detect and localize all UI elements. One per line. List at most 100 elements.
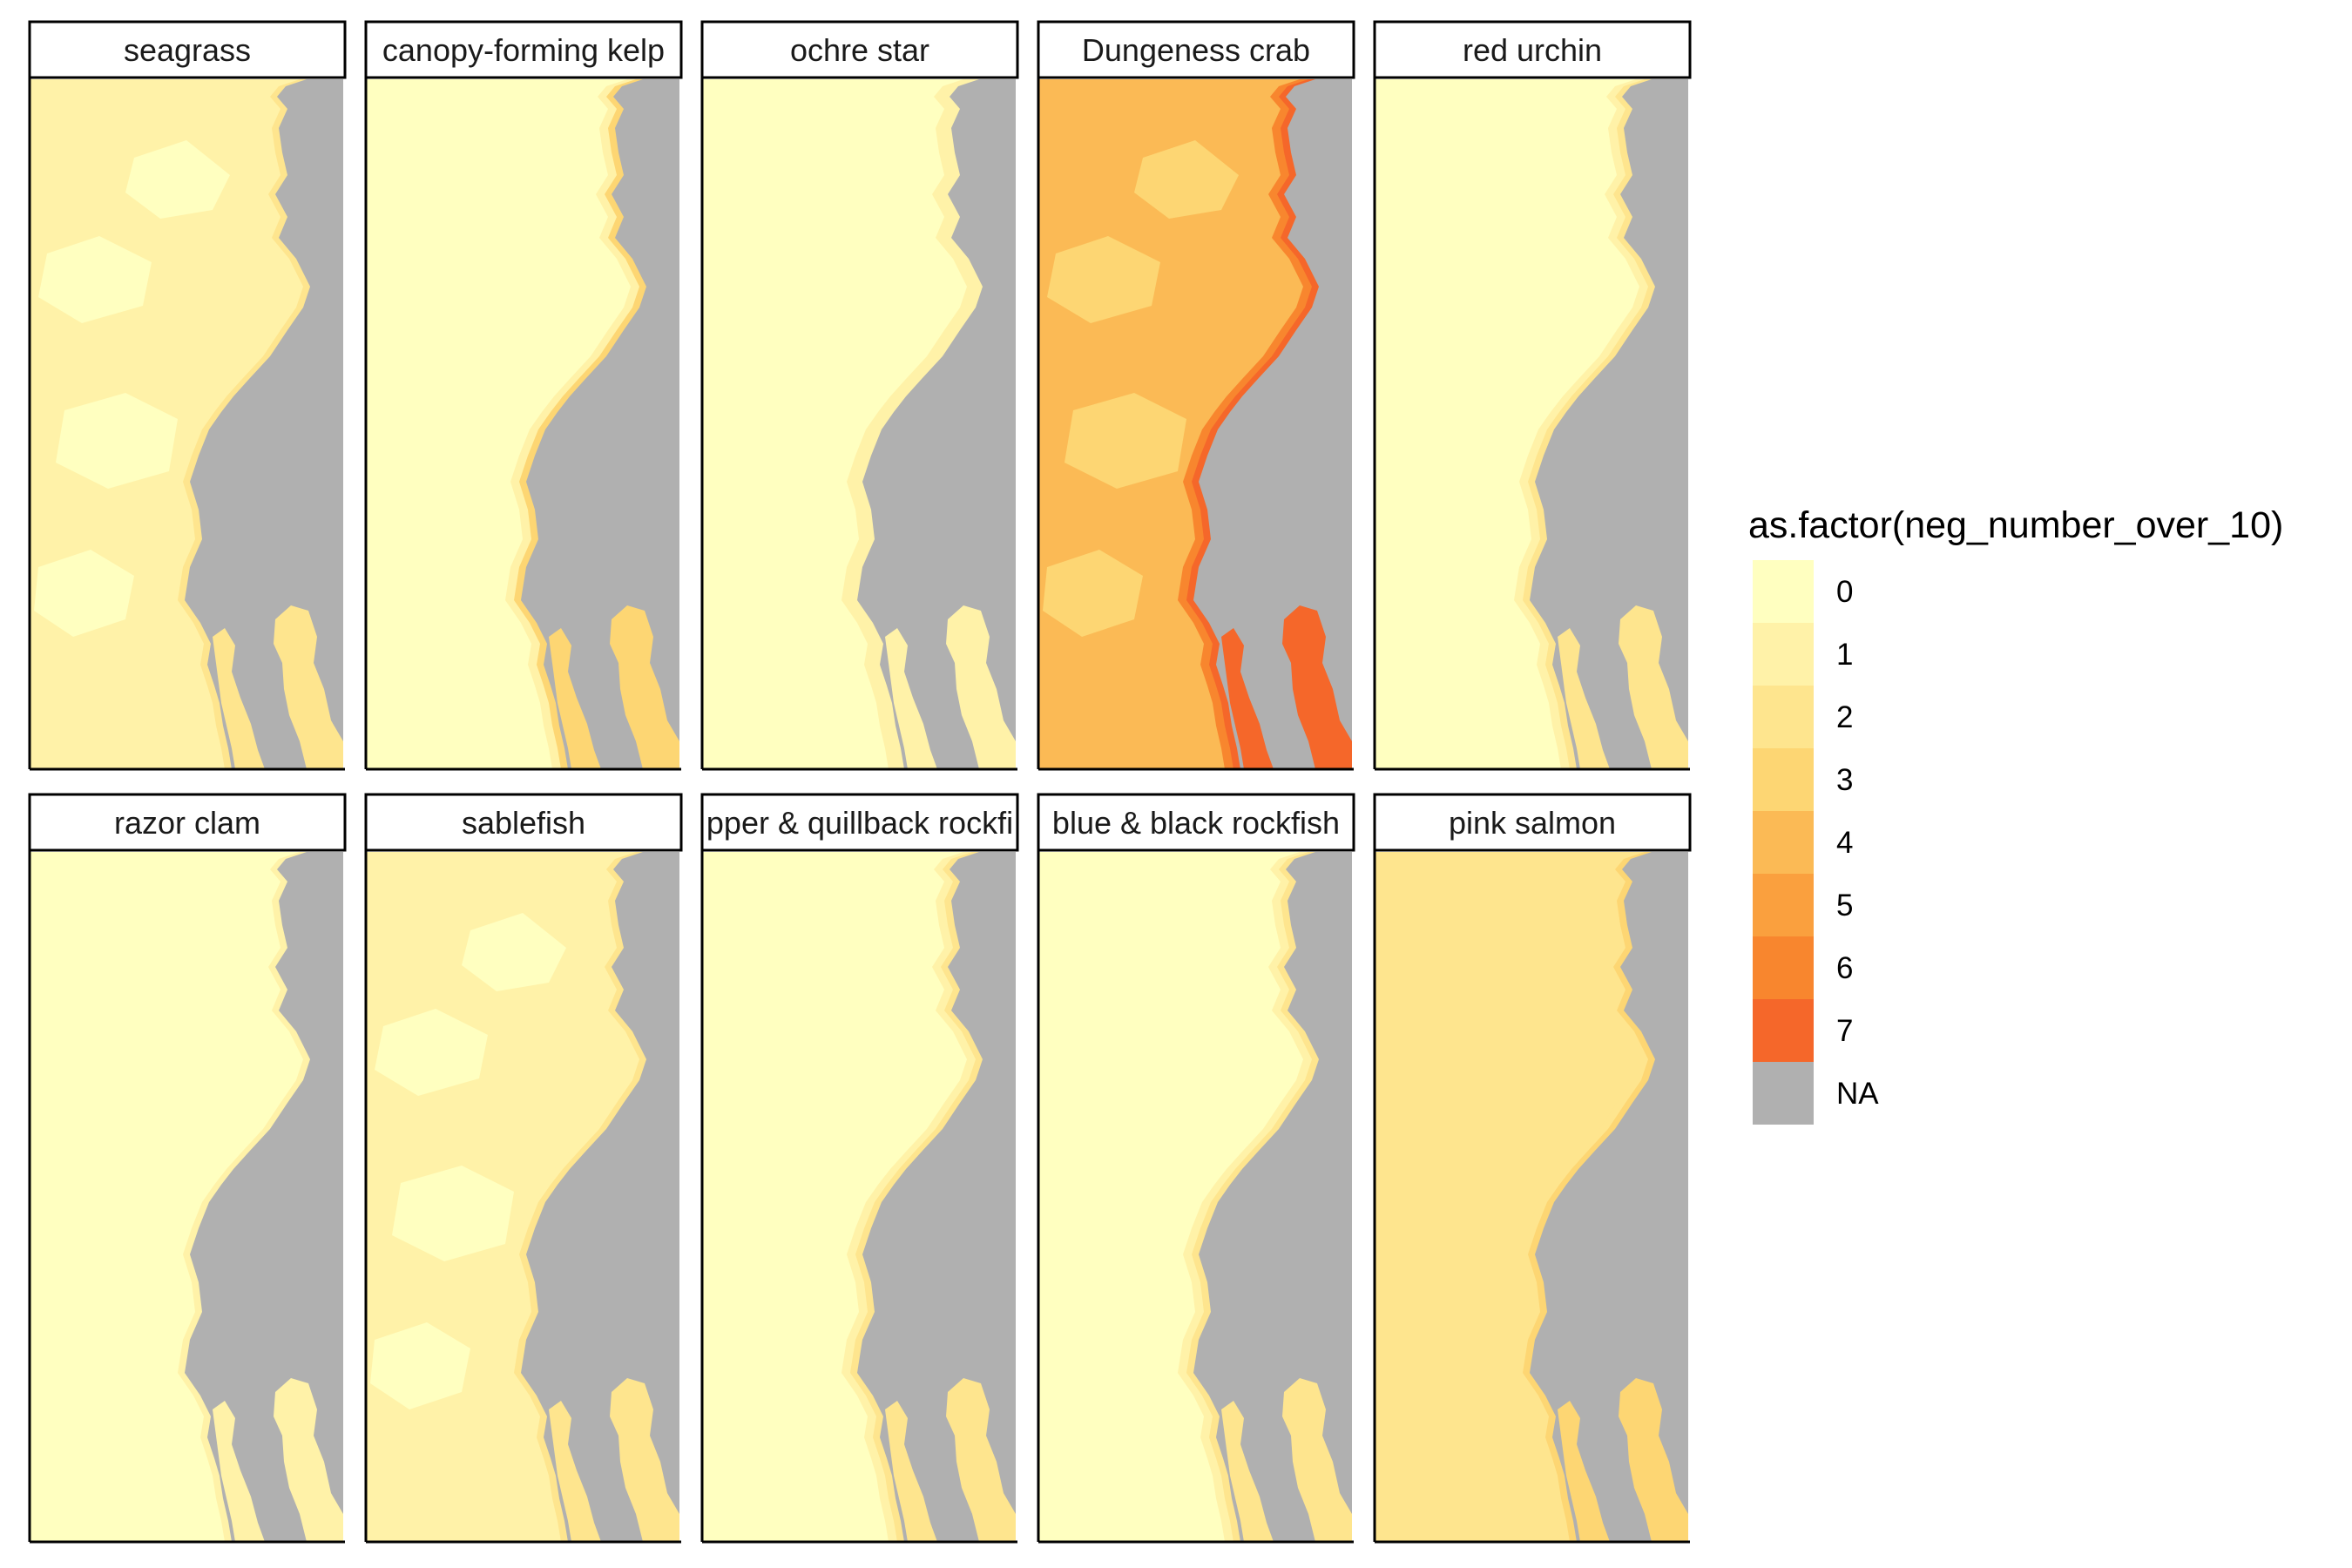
value-patch (34, 550, 134, 637)
facet-label: pink salmon (1449, 805, 1616, 841)
facet-strip (700, 793, 1019, 852)
inlet-water (1619, 605, 1688, 769)
inlet-water (1282, 605, 1352, 769)
legend-key (1753, 748, 1814, 811)
map-raster (1375, 79, 1688, 769)
inlet-water (885, 1401, 937, 1542)
legend-keys: 0 1 2 3 4 5 6 7 NA (1753, 560, 1879, 1125)
land-na (185, 852, 343, 1542)
inlet-water (1221, 628, 1274, 769)
facet-label: sablefish (462, 805, 585, 841)
legend-label: 0 (1836, 575, 1853, 609)
facet-label: seagrass (124, 32, 251, 68)
inlet-water (1282, 1378, 1352, 1542)
value-patch (1064, 393, 1186, 489)
inlet-water (946, 605, 1016, 769)
legend: as.factor(neg_number_over_10) 0 1 2 3 4 5 6 7 NA (1748, 504, 2283, 1125)
map-raster (1038, 79, 1352, 769)
legend-label: 1 (1836, 638, 1853, 672)
inlet-water (213, 1401, 265, 1542)
map-raster (1375, 852, 1688, 1542)
inlet-water (946, 1378, 1016, 1542)
map-raster (366, 852, 679, 1542)
facet-strip (364, 793, 683, 852)
value-patch (375, 1009, 488, 1096)
legend-key (1753, 686, 1814, 748)
facet-panel: canopy-forming kelp (364, 20, 683, 771)
map-raster (366, 79, 679, 769)
facet-label: ochre star (790, 32, 929, 68)
facet-strip (28, 793, 347, 852)
facet-panels: seagrass canopy-forming kelp ochre star Dun… (28, 20, 1692, 1544)
facet-panel: pper & quillback rockfi (700, 793, 1019, 1544)
legend-key (1753, 560, 1814, 623)
legend-key (1753, 999, 1814, 1062)
land-na (857, 79, 1016, 769)
inlet-water (885, 628, 937, 769)
facet-panel: ochre star (700, 20, 1019, 771)
inlet-water (274, 1378, 343, 1542)
land-na (1193, 852, 1352, 1542)
facet-label: razor clam (114, 805, 260, 841)
map-raster (702, 79, 1016, 769)
facet-strip (1037, 20, 1355, 79)
legend-label: 6 (1836, 951, 1853, 985)
legend-label: 4 (1836, 826, 1853, 860)
facet-strip (700, 20, 1019, 79)
legend-key (1753, 811, 1814, 874)
legend-label: 2 (1836, 700, 1853, 734)
legend-title: as.factor(neg_number_over_10) (1748, 504, 2283, 546)
map-raster (30, 852, 343, 1542)
legend-label: 3 (1836, 763, 1853, 797)
facet-label: pper & quillback rockfi (706, 805, 1013, 841)
map-raster (1038, 852, 1352, 1542)
facet-strip (1373, 20, 1692, 79)
facet-strip (28, 20, 347, 79)
land-na (521, 852, 679, 1542)
facet-panel: sablefish (364, 793, 683, 1544)
facet-strip (1373, 793, 1692, 852)
facet-panel: seagrass (28, 20, 347, 771)
value-patch (392, 1166, 514, 1261)
land-na (185, 79, 343, 769)
inlet-water (1619, 1378, 1688, 1542)
facet-label: red urchin (1463, 32, 1602, 68)
value-patch (38, 236, 152, 323)
inlet-water (213, 628, 265, 769)
legend-label: 5 (1836, 889, 1853, 923)
inlet-water (274, 605, 343, 769)
facet-panel: Dungeness crab (1037, 20, 1355, 771)
inlet-water (1221, 1401, 1274, 1542)
facet-panel: blue & black rockfish (1037, 793, 1355, 1544)
facet-strip (364, 20, 683, 79)
legend-key (1753, 1062, 1814, 1125)
legend-label: NA (1836, 1077, 1879, 1111)
facet-panel: pink salmon (1373, 793, 1692, 1544)
inlet-water (549, 1401, 601, 1542)
legend-label: 7 (1836, 1014, 1853, 1048)
inlet-water (610, 605, 679, 769)
value-patch (56, 393, 178, 489)
facet-panel: razor clam (28, 793, 347, 1544)
inlet-water (549, 628, 601, 769)
land-na (1530, 852, 1688, 1542)
facet-strip (1037, 793, 1355, 852)
value-patch (1043, 550, 1143, 637)
land-na (857, 852, 1016, 1542)
facet-panel: red urchin (1373, 20, 1692, 771)
inlet-water (1558, 1401, 1610, 1542)
land-na (1193, 79, 1352, 769)
inlet-water (610, 1378, 679, 1542)
map-raster (30, 79, 343, 769)
legend-key (1753, 874, 1814, 936)
value-patch (125, 140, 230, 219)
legend-key (1753, 623, 1814, 686)
value-patch (370, 1322, 470, 1409)
facet-label: canopy-forming kelp (382, 32, 665, 68)
value-patch (1047, 236, 1160, 323)
legend-key (1753, 936, 1814, 999)
value-patch (1134, 140, 1239, 219)
land-na (521, 79, 679, 769)
inlet-water (1558, 628, 1610, 769)
